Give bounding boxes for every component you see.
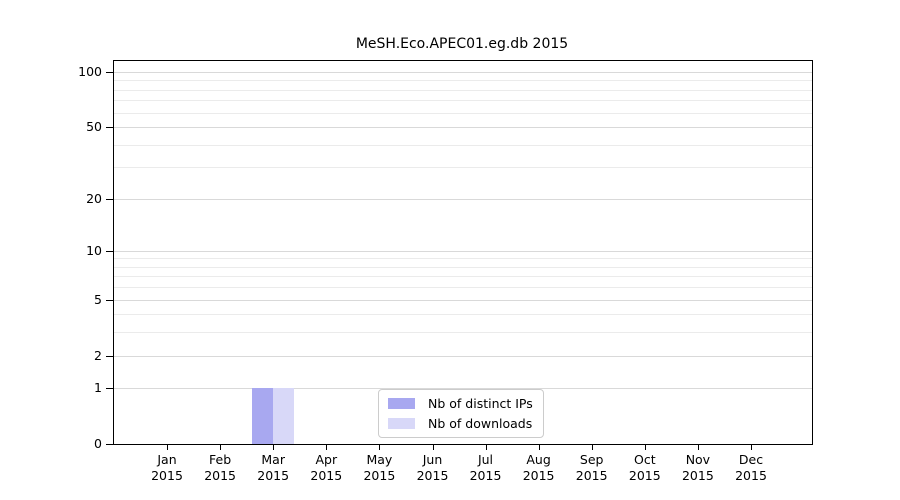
gridline-major <box>114 198 812 200</box>
x-tick-label: Mar 2015 <box>257 452 290 483</box>
legend-item-downloads: Nb of downloads <box>388 416 533 431</box>
chart-title: MeSH.Eco.APEC01.eg.db 2015 <box>355 36 569 52</box>
gridline-major <box>114 388 812 390</box>
gridline-major <box>114 250 812 252</box>
legend: Nb of distinct IPs Nb of downloads <box>378 389 544 438</box>
x-tick-mark <box>432 444 434 450</box>
gridline-major <box>114 299 812 301</box>
y-tick-mark <box>106 127 113 129</box>
x-tick-label: Nov 2015 <box>681 452 714 483</box>
y-tick-mark <box>106 355 113 357</box>
x-tick-label: Feb 2015 <box>204 452 236 483</box>
gridline-major <box>114 127 812 129</box>
x-tick-label: Apr 2015 <box>310 452 343 483</box>
gridline-minor <box>114 89 812 91</box>
y-tick-label: 10 <box>86 242 102 258</box>
gridline-minor <box>114 314 812 316</box>
gridline-minor <box>114 112 812 114</box>
bar-downloads <box>273 388 295 444</box>
gridline-minor <box>114 276 812 278</box>
gridline-minor <box>114 80 812 82</box>
plot-area: 0 1 2 5 10 20 50 100 Jan 2015 Feb 2015 Mar 2015 Apr 20… <box>78 60 813 483</box>
gridline-minor <box>114 266 812 268</box>
x-tick-label: Jan 2015 <box>151 452 183 483</box>
y-tick-label: 1 <box>94 380 102 396</box>
legend-label-distinct-ips: Nb of distinct IPs <box>428 396 533 411</box>
y-tick-label: 5 <box>94 291 102 307</box>
y-tick-mark <box>106 72 113 73</box>
x-tick-mark <box>538 444 540 450</box>
x-tick-label: Sep 2015 <box>575 452 608 483</box>
gridline-minor <box>114 100 812 102</box>
legend-item-distinct-ips: Nb of distinct IPs <box>388 396 533 411</box>
x-tick-label: Oct 2015 <box>628 452 661 483</box>
x-tick-mark <box>379 444 381 450</box>
y-tick-mark <box>106 388 113 390</box>
y-tick-label: 2 <box>94 347 102 363</box>
legend-swatch-distinct-ips <box>388 398 415 409</box>
x-tick-mark <box>697 444 699 450</box>
x-tick-mark <box>751 444 752 450</box>
x-tick-label: Jun 2015 <box>416 452 449 483</box>
x-tick-mark <box>591 444 593 450</box>
gridline-major <box>114 355 812 357</box>
x-tick-label: Dec 2015 <box>735 452 767 483</box>
x-tick-mark <box>220 444 222 450</box>
gridline-minor <box>114 258 812 260</box>
x-tick-mark <box>273 444 275 450</box>
x-tick-label: Jul 2015 <box>469 452 502 483</box>
y-tick-mark <box>106 299 113 301</box>
x-tick-label: May 2015 <box>363 452 396 483</box>
legend-swatch-downloads <box>388 418 415 429</box>
x-tick-mark <box>485 444 487 450</box>
x-tick-mark <box>644 444 646 450</box>
gridline-major <box>114 72 812 73</box>
y-tick-mark <box>106 250 113 252</box>
x-tick-mark <box>167 444 168 450</box>
y-tick-mark <box>106 198 113 200</box>
y-tick-label: 20 <box>86 190 102 206</box>
gridline-minor <box>114 167 812 169</box>
x-tick-mark <box>326 444 328 450</box>
y-tick-mark <box>106 444 113 445</box>
gridline-minor <box>114 144 812 146</box>
y-tick-label: 50 <box>86 119 102 135</box>
y-tick-label: 100 <box>78 64 102 79</box>
x-tick-label: Aug 2015 <box>522 452 555 483</box>
y-tick-label: 0 <box>94 436 102 451</box>
legend-label-downloads: Nb of downloads <box>428 416 533 431</box>
bar-distinct-ips <box>252 388 274 444</box>
gridline-minor <box>114 332 812 334</box>
gridline-minor <box>114 287 812 289</box>
